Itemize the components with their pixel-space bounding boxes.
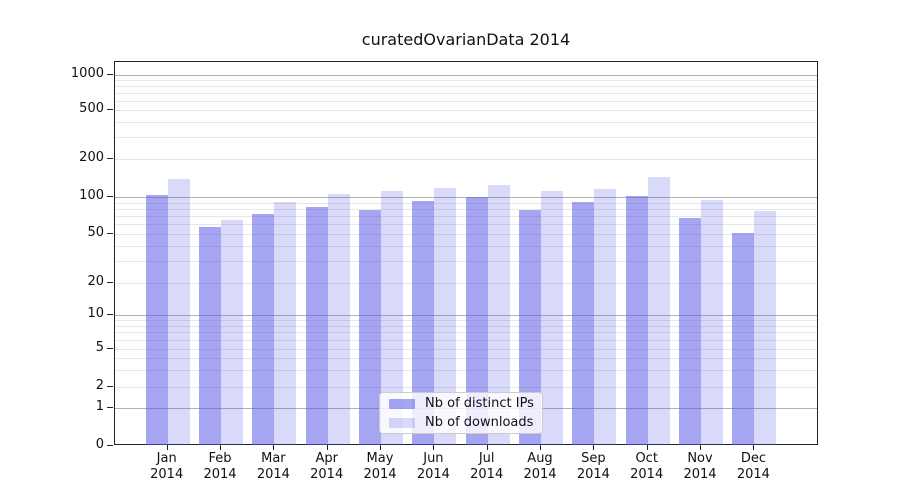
bar-downloads-jun — [434, 187, 457, 445]
bar-downloads-apr — [327, 193, 350, 445]
bar-distinct-ips-dec — [732, 232, 755, 445]
x-tick-label: May 2014 — [363, 451, 397, 482]
bars-layer — [115, 62, 817, 445]
bar-downloads-jan — [167, 178, 190, 445]
gridline-minor — [115, 121, 817, 123]
y-tick-label: 1 — [95, 399, 104, 414]
legend-item-downloads: Nb of downloads — [380, 415, 542, 430]
x-tick-label: Oct 2014 — [630, 451, 664, 482]
gridline-minor — [115, 137, 817, 139]
gridline-minor — [115, 100, 817, 102]
x-tick-label: Jun 2014 — [416, 451, 450, 482]
gridline-minor — [115, 80, 817, 82]
y-tick-label: 100 — [79, 188, 104, 204]
legend-label-downloads: Nb of downloads — [425, 415, 534, 430]
bar-distinct-ips-sep — [572, 202, 595, 445]
bar-downloads-oct — [647, 176, 670, 445]
bar-distinct-ips-may — [359, 210, 381, 445]
legend: Nb of distinct IPs Nb of downloads — [379, 392, 543, 434]
y-axis-tick — [107, 407, 113, 408]
gridline-minor — [115, 86, 817, 88]
bar-distinct-ips-mar — [252, 213, 275, 445]
x-axis-tick — [166, 445, 168, 450]
plot-area: Nb of distinct IPs Nb of downloads — [114, 61, 818, 445]
bar-distinct-ips-jun — [412, 200, 435, 445]
x-tick-label: Apr 2014 — [310, 451, 344, 482]
y-tick-label: 200 — [79, 150, 104, 165]
x-axis-tick — [593, 445, 595, 450]
x-axis-tick — [700, 445, 701, 450]
bar-distinct-ips-jan — [145, 194, 168, 445]
x-axis-tick — [326, 445, 328, 450]
x-axis-tick — [220, 445, 221, 450]
bar-distinct-ips-feb — [199, 226, 221, 445]
y-tick-label: 0 — [95, 436, 104, 452]
y-axis-tick — [107, 348, 113, 349]
x-axis-tick — [273, 445, 275, 450]
y-axis-tick — [107, 196, 113, 198]
gridline-minor — [115, 93, 817, 94]
bar-downloads-aug — [541, 191, 563, 445]
y-axis-tick — [107, 232, 113, 234]
x-tick-label: Nov 2014 — [683, 451, 717, 482]
bar-distinct-ips-aug — [519, 210, 541, 445]
y-axis-tick — [107, 109, 113, 110]
x-tick-label: Aug 2014 — [523, 451, 557, 482]
gridline-minor — [115, 110, 817, 111]
x-tick-label: Dec 2014 — [736, 451, 770, 482]
y-tick-label: 500 — [79, 101, 104, 116]
y-tick-label: 2 — [95, 378, 104, 393]
y-tick-label: 10 — [87, 305, 104, 321]
y-tick-label: 1000 — [70, 66, 104, 81]
y-axis-tick — [107, 74, 113, 75]
bar-distinct-ips-jul — [465, 196, 488, 445]
gridline-major — [115, 75, 817, 76]
bar-downloads-mar — [274, 201, 297, 445]
bar-distinct-ips-apr — [305, 206, 328, 445]
x-axis-tick — [753, 445, 755, 450]
x-tick-label: Feb 2014 — [203, 451, 237, 482]
x-axis-tick — [433, 445, 435, 450]
x-tick-label: Jul 2014 — [470, 451, 504, 482]
y-axis-tick — [107, 444, 113, 446]
bar-downloads-jul — [487, 185, 510, 445]
y-tick-label: 50 — [87, 224, 104, 240]
x-tick-label: Jan 2014 — [150, 451, 184, 482]
x-axis-tick — [486, 445, 488, 450]
bar-distinct-ips-oct — [625, 196, 648, 445]
bar-downloads-feb — [221, 219, 243, 445]
legend-label-distinct-ips: Nb of distinct IPs — [425, 396, 534, 411]
x-tick-label: Mar 2014 — [256, 451, 290, 482]
x-axis-tick — [646, 445, 648, 450]
y-axis-tick — [107, 158, 113, 159]
y-tick-label: 5 — [95, 340, 104, 355]
x-axis-tick — [380, 445, 381, 450]
x-tick-label: Sep 2014 — [576, 451, 610, 482]
bar-downloads-dec — [754, 211, 777, 445]
legend-item-distinct-ips: Nb of distinct IPs — [380, 396, 542, 411]
legend-swatch-downloads — [389, 417, 415, 428]
legend-swatch-distinct-ips — [389, 398, 415, 409]
bar-downloads-may — [381, 191, 403, 445]
y-tick-label: 20 — [87, 274, 104, 289]
x-axis-tick — [540, 445, 541, 450]
bar-downloads-nov — [701, 200, 723, 445]
y-axis-tick — [107, 313, 113, 315]
bar-distinct-ips-nov — [679, 218, 701, 445]
bar-downloads-sep — [594, 188, 617, 445]
chart-title: curatedOvarianData 2014 — [361, 30, 571, 49]
y-axis-tick — [107, 282, 113, 283]
y-axis-tick — [107, 386, 113, 387]
gridline-minor — [115, 159, 817, 160]
